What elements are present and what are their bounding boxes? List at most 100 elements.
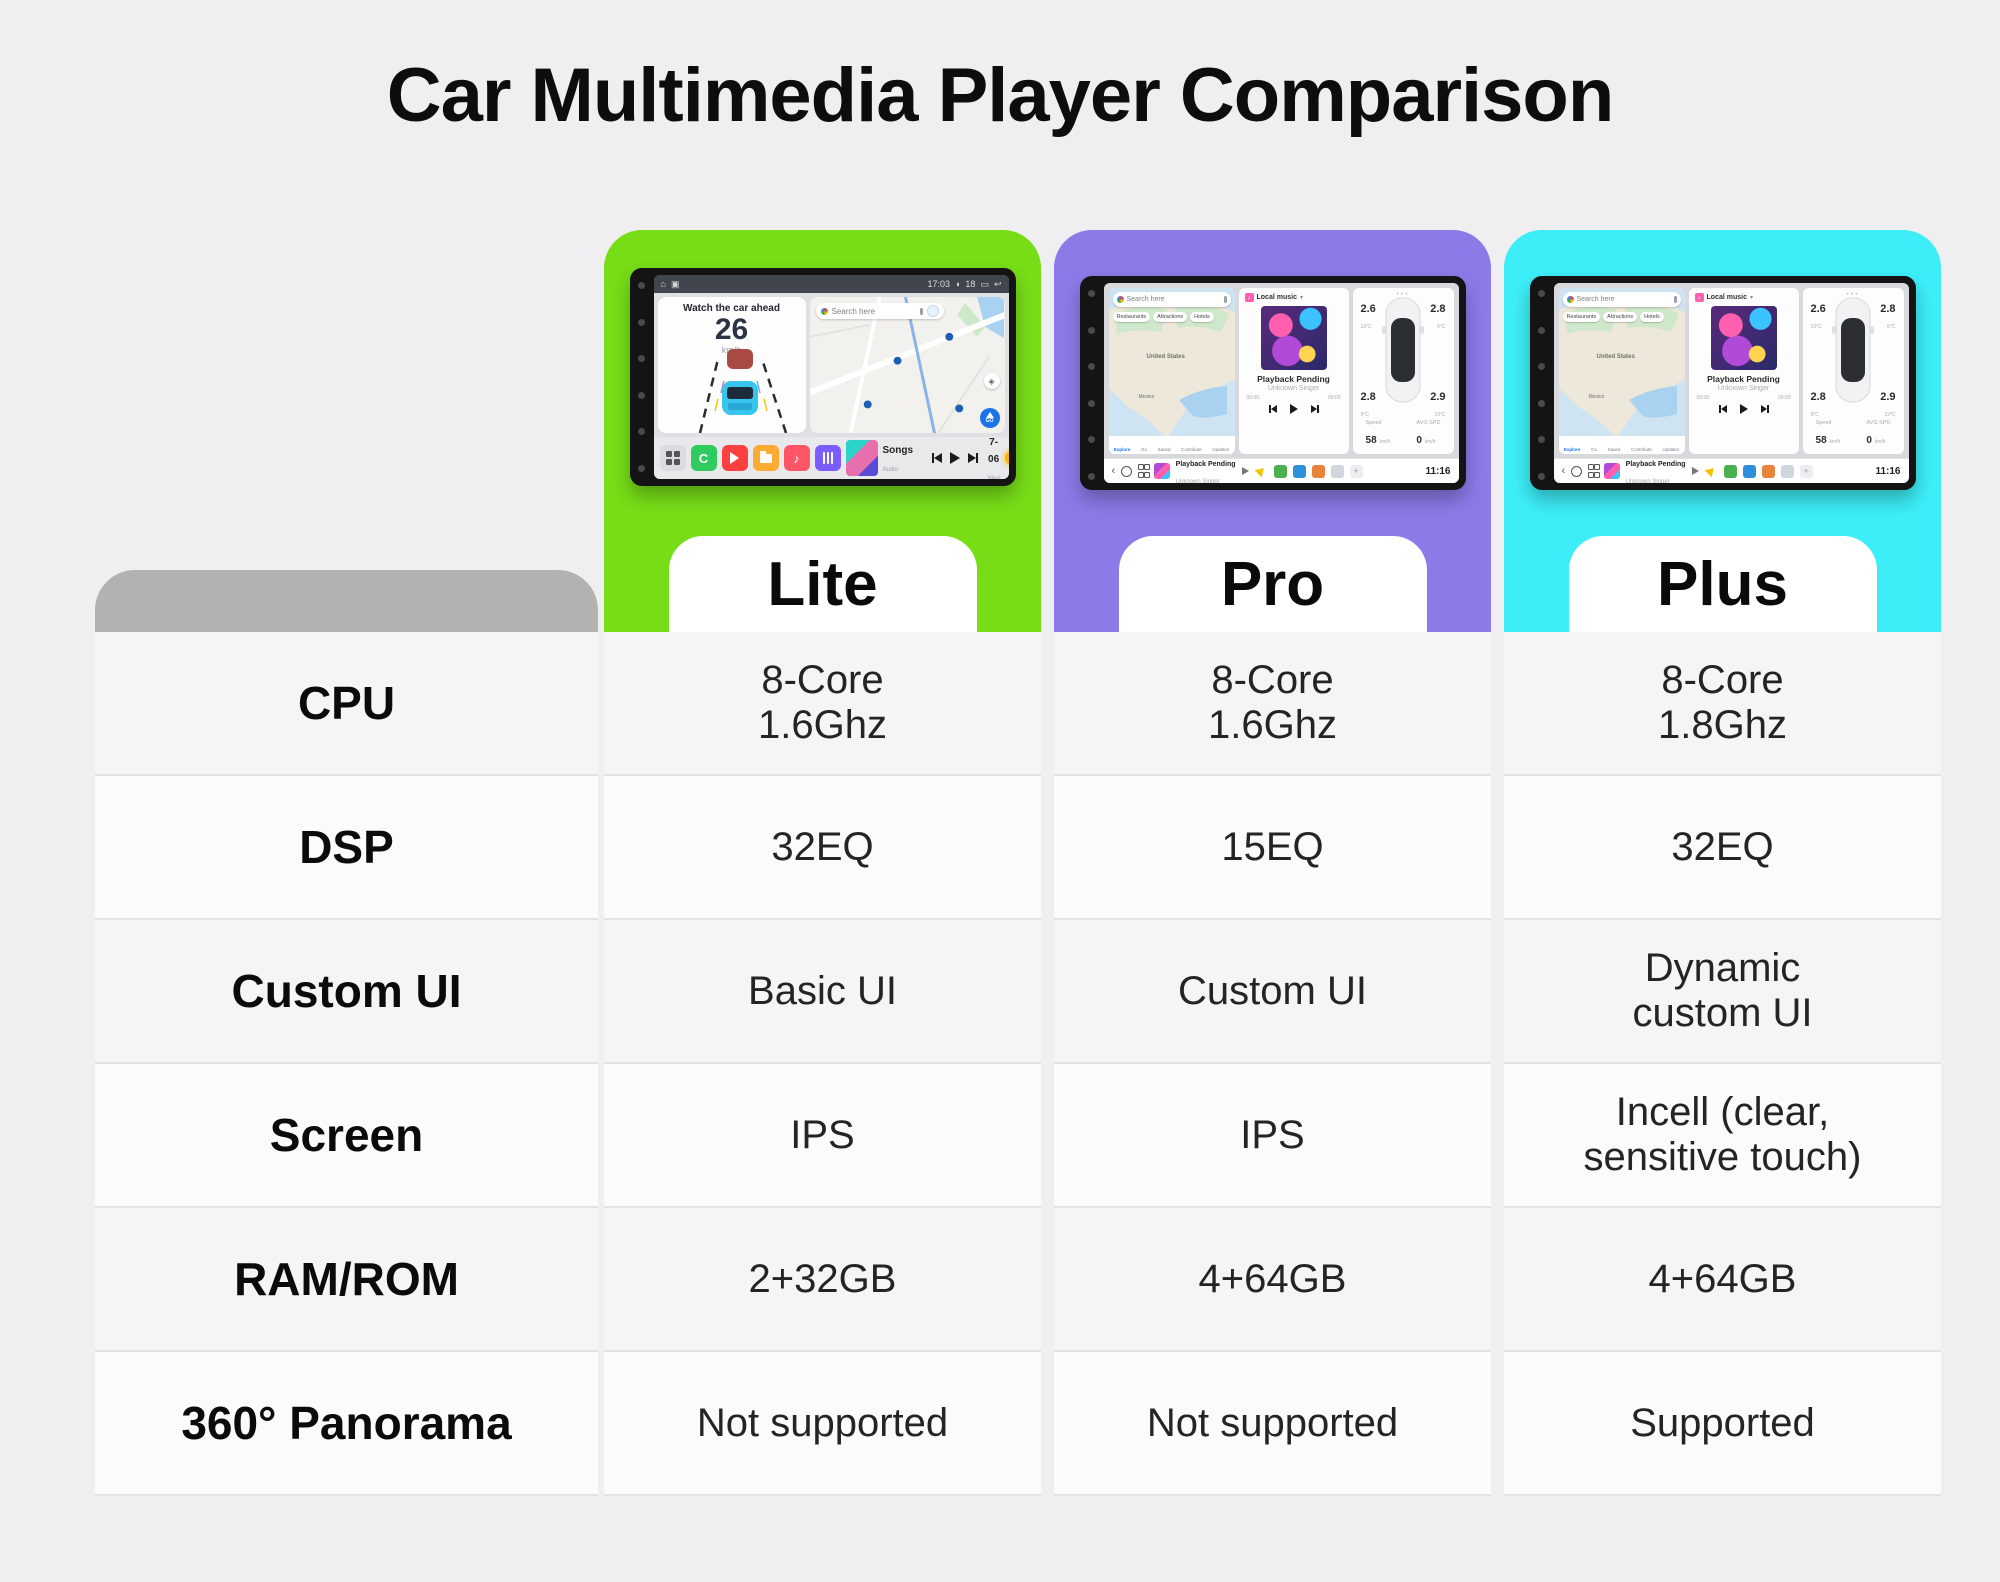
lite-map[interactable]: Search here ◈ GO [809,297,1005,433]
previous-track-icon[interactable] [1718,405,1727,413]
cell-pano-lite: Not supported [604,1352,1041,1496]
tier-label-pro: Pro [1118,536,1427,632]
adas-panel: Watch the car ahead 26 km/h [657,297,806,433]
mic-icon[interactable] [919,307,923,315]
map-search-box[interactable]: Search here [1112,292,1231,307]
chip-hotels[interactable]: Hotels [1190,312,1214,322]
device-side-buttons[interactable] [1534,290,1550,480]
map-search-placeholder: Search here [831,306,876,316]
music-widget[interactable]: ♪ Local music ▾ Playback Pending Unknown… [1688,288,1799,454]
chevron-down-icon[interactable]: ▾ [1749,295,1753,301]
car-status-widget[interactable]: ••• 2.6 13°C 2.8 6°C 2.8 9°C 2.9 19°C Speed [1802,288,1904,454]
play-button[interactable] [1289,404,1298,414]
chip-restaurants[interactable]: Restaurants [1562,312,1601,322]
app-icon[interactable] [1273,464,1287,478]
next-track-icon[interactable] [1760,405,1769,413]
mic-icon[interactable] [1673,296,1677,303]
back-icon[interactable]: ↩ [993,278,1002,289]
music-icon[interactable]: ♪ [783,445,810,471]
music-source[interactable]: Local music [1256,294,1297,301]
app-icon[interactable] [1742,464,1756,478]
lite-screen: ⌂ ▣ 17:03 ◖ 18 ▭ ↩ Watch the car ahead 26… [653,275,1009,479]
play-icon[interactable] [721,445,748,471]
lite-status-bar: ⌂ ▣ 17:03 ◖ 18 ▭ ↩ [653,275,1009,293]
map-widget[interactable]: Search here Restaurants Attractions Hote… [1108,288,1235,454]
map-pin [893,356,902,365]
row-label-cpu: CPU [95,632,598,776]
chip-hotels[interactable]: Hotels [1640,312,1664,322]
map-pin [954,404,963,413]
play-button[interactable] [1739,404,1748,414]
speed-label: Speed [1365,420,1382,427]
home-icon[interactable]: ⌂ [660,279,666,289]
back-icon[interactable]: ‹ [1111,465,1116,477]
play-icon[interactable] [1241,467,1249,475]
cell-cpu-lite: 8-Core 1.6Ghz [604,632,1041,776]
compass-icon[interactable] [926,305,939,317]
more-dots-icon[interactable]: ••• [1396,291,1410,298]
carplay-icon[interactable]: C [690,445,717,471]
next-track-icon[interactable] [967,453,978,463]
chevron-down-icon[interactable]: ▾ [1299,295,1303,301]
more-dots-icon[interactable]: ••• [1846,291,1860,298]
app-icon[interactable] [1311,464,1325,478]
device-side-buttons[interactable] [634,282,650,472]
app-icon[interactable] [1292,464,1306,478]
play-button[interactable] [949,452,960,464]
map-nav[interactable]: Explore Go Saved Contribute Updates [1558,436,1685,454]
chip-attractions[interactable]: Attractions [1603,312,1638,322]
map-search-box[interactable]: Search here [1562,292,1681,307]
app-icon[interactable] [1780,464,1794,478]
equalizer-icon[interactable] [814,445,841,471]
cell-dsp-lite: 32EQ [604,776,1041,920]
apps-icon[interactable] [659,445,686,471]
music-note-icon: ♪ [1244,293,1254,302]
music-title: Playback Pending [1707,374,1780,384]
next-track-icon[interactable] [1310,405,1319,413]
cell-ui-plus: Dynamic custom UI [1504,920,1941,1064]
car-topview [1832,297,1874,403]
back-icon[interactable]: ‹ [1561,465,1566,477]
car-status-widget[interactable]: ••• 2.6 13°C 2.8 6°C 2.8 9°C 2.9 19°C Speed [1352,288,1454,454]
device-side-buttons[interactable] [1084,290,1100,480]
chip-attractions[interactable]: Attractions [1153,312,1188,322]
map-nav[interactable]: Explore Go Saved Contribute Updates [1108,436,1235,454]
gallery-icon[interactable]: ▣ [670,278,680,289]
previous-track-icon[interactable] [931,453,942,463]
folder-icon[interactable] [752,445,779,471]
home-icon[interactable] [1571,465,1583,477]
music-source[interactable]: Local music [1706,294,1747,301]
recents-icon[interactable] [1588,464,1600,478]
play-icon[interactable] [1691,467,1699,475]
map-widget[interactable]: Search here Restaurants Attractions Hote… [1558,288,1685,454]
cell-ram-plus: 4+64GB [1504,1208,1941,1352]
app-icon[interactable] [1330,464,1344,478]
lite-device: ⌂ ▣ 17:03 ◖ 18 ▭ ↩ Watch the car ahead 26… [629,268,1016,486]
go-button[interactable]: GO [979,408,1000,428]
add-icon[interactable]: + [1799,464,1813,478]
nav-app-icon[interactable] [1704,464,1718,478]
album-thumbnail[interactable] [1153,463,1170,479]
music-widget[interactable]: ♪ Local music ▾ Playback Pending Unknown… [1238,288,1349,454]
mic-icon[interactable] [1223,296,1227,303]
sun-icon [1004,451,1009,465]
album-thumbnail[interactable] [845,440,878,476]
avg-speed-label: AVG SPD [1416,420,1441,427]
status-time: 17:03 [927,279,950,289]
home-icon[interactable] [1121,465,1133,477]
chip-restaurants[interactable]: Restaurants [1112,312,1151,322]
app-icon[interactable] [1723,464,1737,478]
album-thumbnail[interactable] [1603,463,1620,479]
add-icon[interactable]: + [1349,464,1363,478]
google-pin-icon [1116,296,1124,303]
nav-app-icon[interactable] [1254,464,1268,478]
tpms-fl: 2.6 [1810,303,1826,315]
car-ahead [726,349,753,369]
recents-icon[interactable] [1138,464,1150,478]
locate-button[interactable]: ◈ [983,373,1000,389]
app-icon[interactable] [1761,464,1775,478]
map-search-box[interactable]: Search here [815,303,944,319]
cell-cpu-pro: 8-Core 1.6Ghz [1054,632,1491,776]
previous-track-icon[interactable] [1268,405,1277,413]
adas-speed: 26 [714,313,749,346]
